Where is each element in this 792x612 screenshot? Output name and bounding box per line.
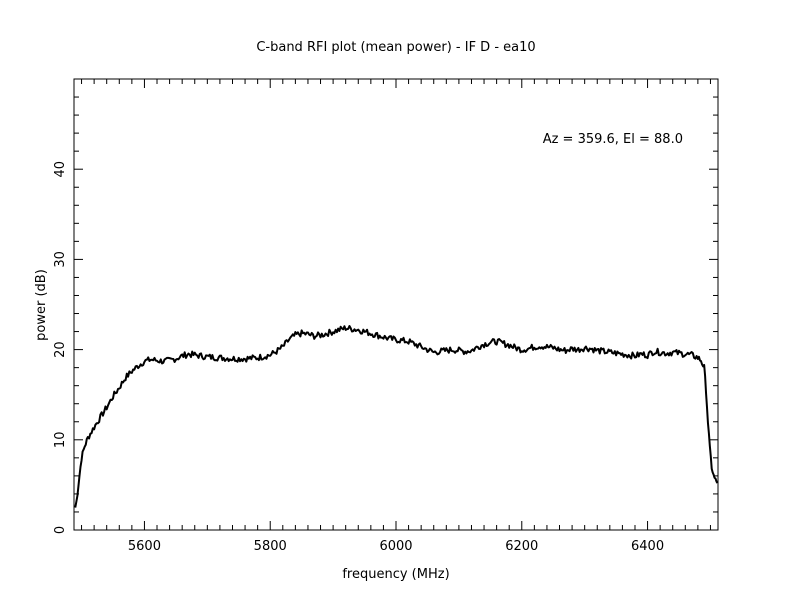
x-tick-label: 6200 <box>505 539 538 554</box>
y-axis-label: power (dB) <box>34 269 49 341</box>
series-line <box>74 325 719 508</box>
series-layer <box>74 325 719 508</box>
axis-ticks <box>74 78 718 531</box>
x-tick-label: 6400 <box>631 539 664 554</box>
tick-labels: 5600 5800 6000 6200 6400 0 10 20 30 40 <box>53 161 664 554</box>
x-axis-label: frequency (MHz) <box>342 567 449 582</box>
y-tick-label: 30 <box>53 251 68 268</box>
y-tick-label: 40 <box>53 161 68 178</box>
x-tick-label: 5600 <box>128 539 161 554</box>
y-tick-label: 0 <box>53 526 68 534</box>
x-tick-label: 6000 <box>379 539 412 554</box>
x-tick-label: 5800 <box>254 539 287 554</box>
y-tick-label: 10 <box>53 432 68 449</box>
chart-title: C-band RFI plot (mean power) - IF D - ea… <box>256 40 535 55</box>
y-tick-label: 20 <box>53 341 68 358</box>
az-el-annotation: Az = 359.6, El = 88.0 <box>543 132 683 147</box>
